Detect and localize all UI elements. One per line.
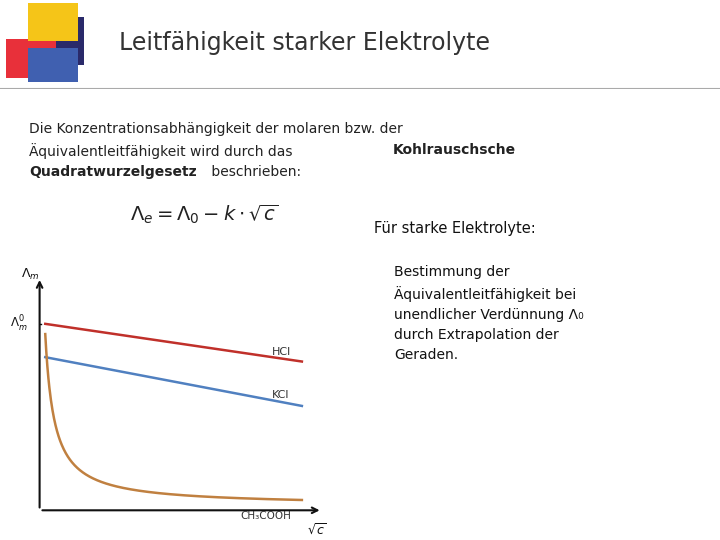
Text: $\sqrt{c}$: $\sqrt{c}$ xyxy=(307,523,328,538)
Text: Leitfähigkeit starker Elektrolyte: Leitfähigkeit starker Elektrolyte xyxy=(119,31,490,55)
Text: Äquivalentleitfähigkeit wird durch das: Äquivalentleitfähigkeit wird durch das xyxy=(29,143,297,159)
Text: KCl: KCl xyxy=(272,390,290,400)
Text: Für starke Elektrolyte:: Für starke Elektrolyte: xyxy=(374,221,536,237)
Bar xyxy=(28,3,78,42)
Text: Kohlrauschsche: Kohlrauschsche xyxy=(392,143,516,157)
Text: Quadratwurzelgesetz: Quadratwurzelgesetz xyxy=(29,165,197,179)
Text: CH₃COOH: CH₃COOH xyxy=(240,511,291,522)
Text: Die Konzentrationsabhängigkeit der molaren bzw. der: Die Konzentrationsabhängigkeit der molar… xyxy=(29,122,402,136)
Bar xyxy=(6,39,56,78)
Text: HCl: HCl xyxy=(272,347,292,356)
Text: $\Lambda_m$: $\Lambda_m$ xyxy=(22,266,40,281)
Bar xyxy=(34,17,84,65)
Text: $\Lambda_e = \Lambda_0 - k \cdot \sqrt{c}$: $\Lambda_e = \Lambda_0 - k \cdot \sqrt{c… xyxy=(130,202,278,226)
Bar xyxy=(28,48,78,82)
Text: beschrieben:: beschrieben: xyxy=(207,165,302,179)
Text: Bestimmung der
Äquivalentleitfähigkeit bei
unendlicher Verdünnung Λ₀
durch Extra: Bestimmung der Äquivalentleitfähigkeit b… xyxy=(395,265,584,362)
Text: $\Lambda_m^0$: $\Lambda_m^0$ xyxy=(10,314,28,334)
